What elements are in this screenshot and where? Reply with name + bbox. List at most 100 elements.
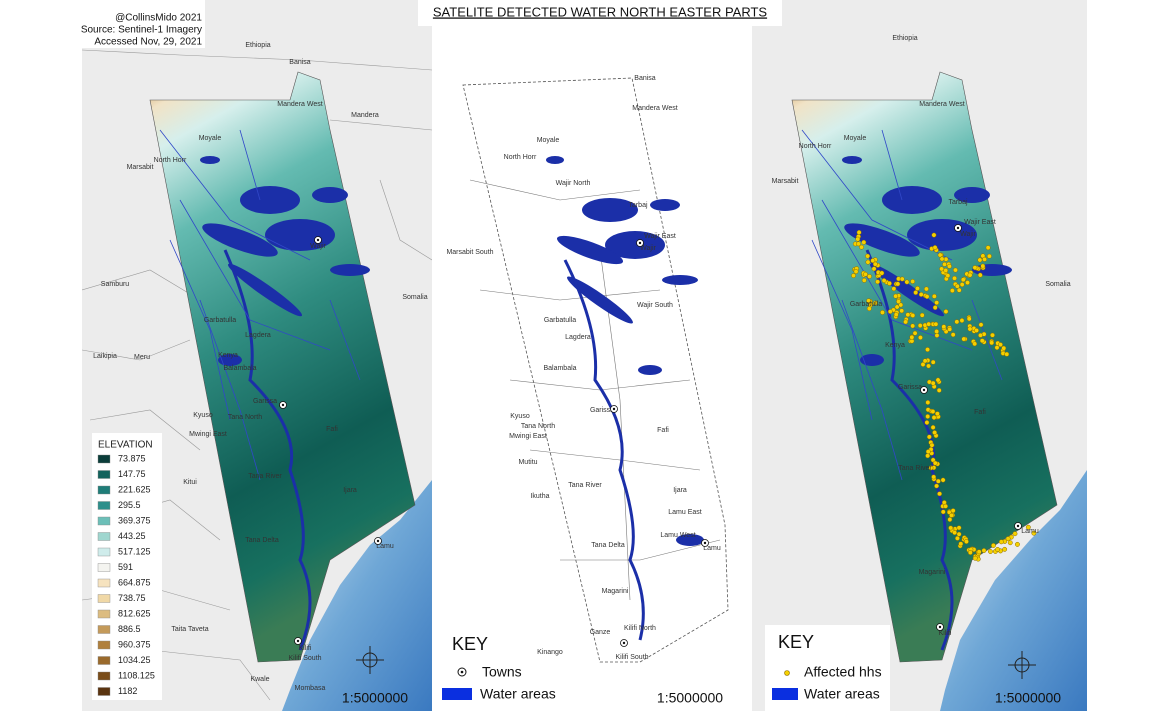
legend-label: 886.5 (118, 624, 141, 634)
place-label: Banisa (634, 75, 656, 82)
household-dot (926, 434, 932, 440)
household-dot (990, 543, 996, 548)
household-dot (863, 271, 868, 277)
place-label: Tarbaj (628, 202, 648, 209)
household-dot (879, 270, 885, 276)
household-dot (926, 363, 931, 369)
household-dot (931, 474, 937, 480)
place-label: Magarini (919, 569, 946, 576)
place-label: Garbatulla (204, 317, 236, 324)
legend-swatch (97, 687, 111, 696)
household-dot (930, 380, 936, 386)
household-dot (896, 299, 902, 305)
household-dot (942, 261, 948, 267)
household-dot (985, 245, 991, 251)
place-label: Somalia (402, 294, 427, 301)
household-dot (855, 236, 861, 242)
place-label: Mwingi East (189, 431, 227, 438)
legend-swatch (97, 609, 111, 619)
household-dot (956, 287, 962, 293)
household-dot (977, 272, 983, 278)
place-label: Kilifi (299, 645, 312, 652)
place-label: Mutitu (518, 459, 537, 466)
household-dot (947, 517, 953, 522)
right-map: KEY Affected hhs Water areas (752, 0, 1087, 711)
place-label: Moyale (199, 135, 222, 142)
household-dot (853, 269, 859, 274)
household-dot (978, 332, 983, 338)
place-label: Lamu East (668, 509, 702, 516)
household-dot (910, 323, 916, 329)
household-dot (930, 424, 936, 430)
household-dot (967, 326, 973, 332)
household-dot (934, 332, 940, 338)
household-dot (1012, 531, 1018, 537)
household-dot (929, 442, 935, 448)
household-dot (905, 312, 911, 318)
household-dot (899, 276, 905, 282)
household-dot (998, 539, 1004, 545)
household-dot (919, 312, 925, 318)
legend-label: 1034.25 (118, 655, 151, 665)
town-marker-dot (703, 541, 707, 545)
household-dot (959, 282, 965, 287)
place-label: Garbatulla (850, 301, 882, 308)
place-label: Kilifi (939, 630, 952, 637)
household-dot (949, 512, 954, 518)
place-label: Garissa (898, 384, 922, 391)
place-label: Mandera West (277, 101, 322, 108)
household-dot (945, 273, 951, 279)
household-dot (934, 300, 940, 306)
place-label: Marsabit (772, 178, 799, 185)
place-label: Lagdera (245, 332, 271, 339)
place-label: Moyale (844, 135, 867, 142)
household-dot (875, 279, 881, 285)
scale: 1:5000000 (995, 690, 1061, 706)
household-dot (1007, 540, 1013, 546)
place-label: Ijara (343, 487, 357, 494)
household-dot (947, 326, 953, 332)
household-dot (917, 335, 923, 341)
legend-label: 1182 (118, 686, 137, 696)
household-dot (1004, 351, 1010, 357)
place-label: Wajir (310, 243, 326, 250)
key-item: Water areas (804, 686, 880, 702)
key-item: Towns (482, 664, 522, 680)
household-dot (956, 531, 962, 537)
household-dot (1025, 524, 1031, 530)
compass (356, 646, 1036, 679)
household-dot (856, 241, 861, 247)
household-dot (1005, 536, 1011, 542)
household-dot (913, 290, 919, 295)
tana-river (563, 259, 645, 641)
household-dot (1002, 546, 1008, 552)
title-box (418, 0, 782, 26)
household-dot (872, 261, 878, 267)
place-label: Lamu West (660, 532, 695, 539)
legend-label: 664.875 (118, 577, 151, 587)
place-label: Mandera West (919, 101, 964, 108)
place-label: Mandera West (632, 105, 677, 112)
household-dot (880, 309, 885, 315)
household-dot (954, 283, 960, 289)
legend-label: 295.5 (118, 500, 141, 510)
place-label: Fafi (657, 427, 669, 434)
water-swatch (772, 688, 798, 700)
legend-swatch (97, 470, 111, 479)
place-label: Kitui (183, 479, 197, 486)
place-label: Lamu (376, 543, 394, 550)
legend-swatch (97, 671, 111, 681)
place-label: Meru (134, 354, 150, 361)
household-dot (952, 530, 958, 536)
place-label: Marsabit South (446, 249, 493, 256)
household-dot (959, 318, 965, 323)
town-marker-dot (638, 241, 642, 245)
legend-label: 147.75 (118, 469, 146, 479)
place-label: Garbatulla (544, 317, 576, 324)
water (200, 156, 370, 366)
household-dot (904, 279, 910, 285)
household-dot (895, 281, 901, 287)
scale: 1:5000000 (657, 690, 723, 706)
household-dot (926, 321, 932, 327)
